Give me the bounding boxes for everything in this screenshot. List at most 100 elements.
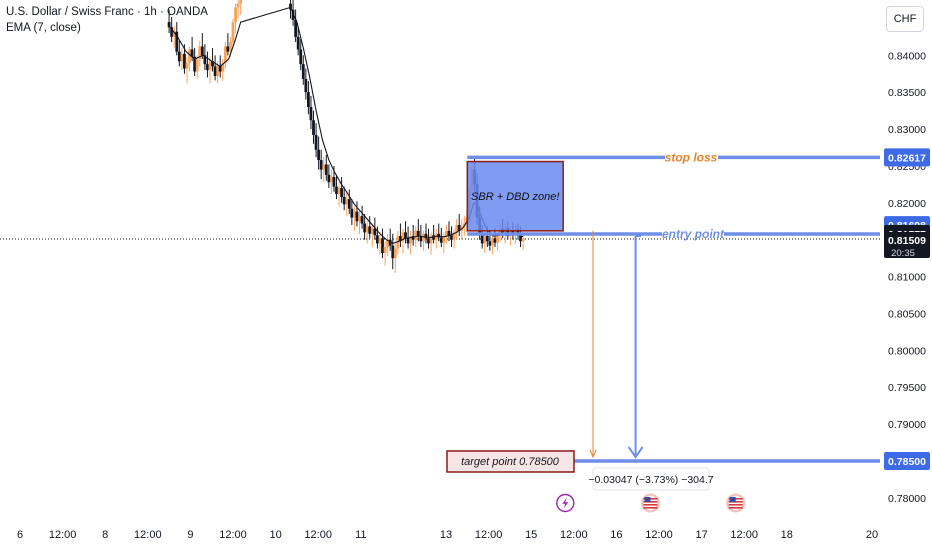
candle (422, 230, 425, 251)
measure-readout-box (592, 467, 710, 491)
candle (198, 40, 202, 67)
candle (445, 224, 448, 244)
candle (172, 25, 176, 48)
candle-body (203, 55, 207, 65)
candle-body (450, 235, 453, 240)
candle (363, 213, 367, 240)
candle-body (206, 64, 209, 71)
currency-button[interactable]: CHF (886, 6, 924, 32)
price-tag-label: 0.82617 (888, 152, 926, 164)
target-label: target point 0.78500 (461, 456, 560, 468)
price-tick-label: 0.78000 (888, 493, 926, 505)
price-tick-label: 0.80500 (888, 308, 926, 320)
candle (450, 226, 453, 248)
candle (327, 164, 331, 189)
candle (309, 95, 313, 130)
sbr-dbd-zone (466, 160, 564, 232)
candle (177, 40, 181, 67)
candle-body (223, 46, 227, 63)
candle (434, 228, 438, 249)
candle-body (294, 19, 298, 37)
candle-body (370, 228, 374, 234)
symbol-title: U.S. Dollar / Swiss Franc · 1h · OANDA (6, 6, 208, 18)
candle-body (198, 46, 202, 60)
candle (427, 228, 430, 249)
candle-body (496, 235, 499, 243)
candle (416, 219, 420, 242)
candle-body (319, 160, 323, 170)
price-tag-label: 0.78500 (888, 456, 926, 468)
candle (200, 33, 204, 60)
candle (226, 33, 230, 56)
candle-body (506, 227, 510, 237)
candle (358, 210, 361, 234)
price-axis[interactable]: 0.840000.835000.830000.825000.820000.815… (880, 0, 932, 550)
candle-body (229, 42, 232, 52)
candle-body (342, 196, 346, 205)
time-axis[interactable]: 6 12:00 8 12:00 9 12:00 10 12:00 11 13 12:00 15 12:0… (17, 529, 878, 541)
candle (211, 47, 214, 72)
candle-body (307, 92, 310, 107)
candle-body (422, 233, 425, 242)
price-tick-label: 0.81000 (888, 272, 926, 284)
candle-body (442, 236, 446, 243)
candle-body (393, 248, 397, 259)
candle (167, 9, 171, 34)
candle-body (378, 238, 382, 244)
last-price-label: 0.81509 (888, 235, 926, 247)
time-tick-label: 17 (695, 529, 707, 541)
lightning-icon (556, 493, 575, 513)
candle-body (211, 61, 214, 67)
time-tick-label: 12:00 (645, 529, 673, 541)
time-tick-label: 12:00 (730, 529, 758, 541)
candle-body (396, 236, 400, 249)
time-tick-label: 12:00 (304, 529, 332, 541)
last-price-tag (884, 232, 930, 259)
candle (180, 47, 184, 71)
candle-body (312, 120, 315, 135)
candle-body (452, 232, 456, 240)
price-tick-label: 0.79000 (888, 419, 926, 431)
candle (312, 110, 315, 144)
candle (203, 44, 207, 71)
candle (337, 182, 341, 207)
candle-body (432, 235, 436, 240)
us-flag-icon (640, 493, 660, 513)
price-tick-label: 0.80000 (888, 345, 926, 357)
candle-body (314, 134, 318, 150)
candle (439, 227, 443, 248)
candle (404, 221, 407, 244)
candle (360, 205, 364, 229)
price-tick-label: 0.79500 (888, 382, 926, 394)
candle (355, 201, 359, 227)
candle-body (368, 226, 372, 234)
candle-body (388, 239, 392, 246)
candle (304, 68, 308, 100)
candle (399, 223, 402, 248)
us-flag-canton (644, 497, 651, 502)
candle-body (445, 230, 448, 237)
candle (393, 243, 397, 273)
candle (432, 224, 436, 244)
candle (383, 241, 387, 266)
candle (396, 230, 400, 255)
candle (236, 0, 240, 19)
candle (411, 224, 415, 246)
candle (447, 221, 451, 242)
time-tick-label: 18 (781, 529, 793, 541)
candle-body (447, 230, 451, 236)
candle (370, 223, 374, 248)
candle (391, 233, 395, 270)
candle-body (213, 66, 217, 76)
candle (314, 123, 318, 158)
candle-body (324, 164, 328, 175)
candle-body (386, 239, 390, 248)
candle (437, 223, 441, 242)
annotations-layer: stop loss entry point SBR + DBD zone! targe… (446, 150, 880, 491)
candle (322, 157, 326, 183)
target-box (446, 450, 575, 473)
candle-body (521, 238, 525, 242)
candle-body (170, 27, 174, 37)
candle-body (289, 3, 292, 10)
